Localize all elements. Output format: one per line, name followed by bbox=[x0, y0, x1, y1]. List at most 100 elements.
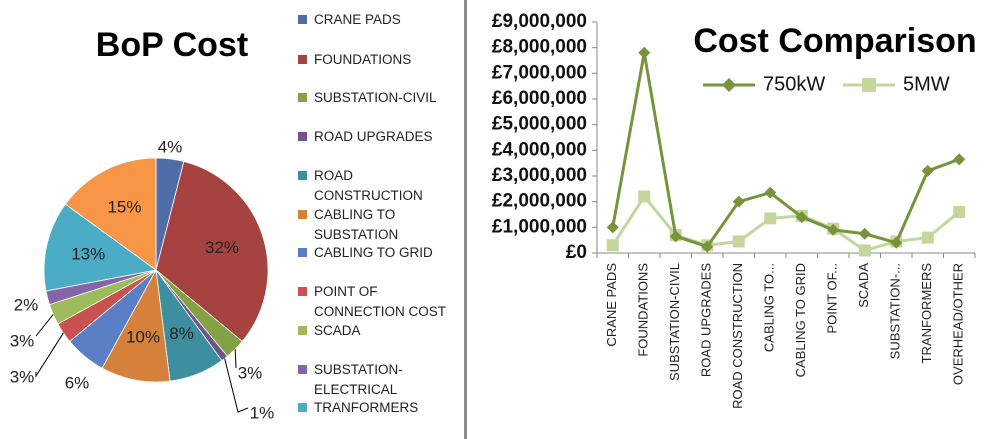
pie-legend-label: SUBSTATION-CIVIL bbox=[314, 90, 437, 105]
y-tick-label: £8,000,000 bbox=[492, 37, 587, 58]
pie-legend-item: TRANFORMERS bbox=[298, 400, 418, 415]
pie-data-label: 13% bbox=[71, 244, 105, 263]
pie-legend-swatch bbox=[298, 55, 307, 64]
x-tick-label: OVERHEAD/OTHER bbox=[951, 263, 966, 385]
data-point bbox=[858, 244, 871, 257]
pie-legend-swatch bbox=[298, 132, 307, 141]
pie-legend-label: POINT OF CONNECTION COST bbox=[314, 284, 446, 319]
x-tick-label: TRANFORMERS bbox=[919, 263, 934, 364]
x-tick-label: CRANE PADS bbox=[604, 263, 619, 347]
pie-legend-label: SUBSTATION-ELECTRICAL bbox=[314, 362, 403, 397]
pie-legend-item: ROAD UPGRADES bbox=[298, 129, 433, 144]
pie-chart: BoP Cost 4% 32% 3% 1% 8% 10% 6% 3% 3% 2% 13% 15% CR… bbox=[10, 12, 446, 422]
pie-data-label: 32% bbox=[205, 238, 239, 257]
pie-data-label: 10% bbox=[126, 328, 160, 347]
data-point bbox=[858, 227, 871, 240]
data-point bbox=[827, 223, 840, 236]
pie-legend-label: FOUNDATIONS bbox=[314, 52, 411, 67]
pie-chart-panel: BoP Cost 4% 32% 3% 1% 8% 10% 6% 3% 3% 2% 13% 15% CR… bbox=[0, 0, 464, 439]
pie-data-label: 3% bbox=[10, 367, 35, 386]
pie-data-label: 15% bbox=[107, 198, 141, 217]
x-tick-label: SCADA bbox=[856, 263, 871, 308]
x-tick-label: CABLING TO... bbox=[762, 263, 777, 352]
y-tick-label: £9,000,000 bbox=[492, 11, 587, 32]
pie-leader-line bbox=[35, 314, 54, 337]
line-legend-item: 750kW bbox=[703, 73, 825, 95]
y-tick-label: £2,000,000 bbox=[492, 191, 587, 212]
pie-legend-swatch bbox=[298, 210, 307, 219]
pie-legend-label: ROAD CONSTRUCTION bbox=[314, 168, 423, 203]
pie-legend-swatch bbox=[298, 93, 307, 102]
series-5MW bbox=[606, 190, 966, 257]
data-point bbox=[795, 211, 808, 224]
pie-chart-title: BoP Cost bbox=[96, 26, 248, 64]
y-tick-label: £7,000,000 bbox=[492, 62, 587, 83]
data-point bbox=[732, 235, 745, 248]
pie-legend-swatch bbox=[298, 248, 307, 257]
series-750kW bbox=[606, 46, 966, 253]
pie-legend-item: CRANE PADS bbox=[298, 12, 401, 27]
x-tick-label: SUBSTATION-... bbox=[888, 263, 903, 359]
pie-legend-label: CABLING TO SUBSTATION bbox=[314, 207, 398, 242]
pie-legend-item: SUBSTATION-CIVIL bbox=[298, 90, 437, 105]
pie-legend-swatch bbox=[298, 171, 307, 180]
pie-leader-line bbox=[35, 332, 64, 378]
pie-data-label: 1% bbox=[250, 403, 275, 422]
x-tick-label: SUBSTATION-CIVIL bbox=[667, 263, 682, 381]
pie-legend-item: SUBSTATION-ELECTRICAL bbox=[298, 362, 403, 397]
pie-data-label: 8% bbox=[169, 324, 194, 343]
pie-leader-line bbox=[234, 349, 237, 369]
pie-legend-swatch bbox=[298, 403, 307, 412]
y-tick-label: £1,000,000 bbox=[492, 216, 587, 237]
x-tick-label: CABLING TO GRID bbox=[793, 263, 808, 377]
data-point bbox=[764, 186, 777, 199]
x-tick-label: FOUNDATIONS bbox=[636, 263, 651, 357]
x-tick-label: ROAD UPGRADES bbox=[699, 263, 714, 377]
pie-legend-swatch bbox=[298, 15, 307, 24]
pie-legend-item: POINT OF CONNECTION COST bbox=[298, 284, 446, 319]
y-tick-label: £6,000,000 bbox=[492, 88, 587, 109]
x-tick-label: ROAD CONSTRUCTION bbox=[730, 263, 745, 409]
pie-legend-swatch bbox=[298, 326, 307, 335]
data-point bbox=[606, 239, 619, 252]
pie-legend-label: SCADA bbox=[314, 323, 361, 338]
data-point bbox=[921, 231, 934, 244]
pie-slice bbox=[43, 203, 157, 292]
pie-legend-swatch bbox=[298, 287, 307, 296]
pie-legend-label: ROAD UPGRADES bbox=[314, 129, 433, 144]
line-chart: Cost Comparison 750kW 5MW £0 £1,000,000 £2,… bbox=[492, 11, 977, 409]
pie-legend-label: CABLING TO GRID bbox=[314, 245, 433, 260]
data-point bbox=[606, 221, 619, 234]
pie-data-label: 2% bbox=[14, 295, 39, 314]
legend-label: 750kW bbox=[763, 73, 825, 95]
line-chart-panel: Cost Comparison 750kW 5MW £0 £1,000,000 £2,… bbox=[467, 0, 989, 439]
pie-legend-item: CABLING TO SUBSTATION bbox=[298, 207, 398, 242]
pie-data-label: 3% bbox=[238, 363, 263, 382]
pie-leader-line bbox=[224, 358, 249, 413]
pie-legend-label: TRANFORMERS bbox=[314, 400, 418, 415]
legend-marker bbox=[862, 78, 876, 92]
data-point bbox=[669, 230, 682, 243]
series-line bbox=[611, 52, 960, 249]
pie-data-label: 6% bbox=[65, 373, 90, 392]
pie-data-label: 4% bbox=[158, 137, 183, 156]
data-point bbox=[638, 190, 651, 203]
data-point bbox=[732, 195, 745, 208]
pie-legend-item: FOUNDATIONS bbox=[298, 52, 411, 67]
y-tick-label: £0 bbox=[566, 242, 587, 263]
pie-legend-swatch bbox=[298, 365, 307, 374]
pie-legend-label: CRANE PADS bbox=[314, 12, 401, 27]
pie-slice bbox=[64, 157, 157, 271]
pie-slice bbox=[155, 161, 269, 342]
line-chart-title: Cost Comparison bbox=[693, 22, 976, 60]
line-legend-item: 5MW bbox=[843, 73, 950, 95]
data-point bbox=[764, 212, 777, 225]
legend-marker bbox=[722, 78, 736, 92]
pie-legend-item: SCADA bbox=[298, 323, 361, 338]
data-point bbox=[701, 240, 714, 253]
y-tick-label: £3,000,000 bbox=[492, 165, 587, 186]
data-point bbox=[921, 164, 934, 177]
pie-data-label: 3% bbox=[10, 331, 35, 350]
panel-divider bbox=[464, 0, 467, 439]
y-tick-label: £5,000,000 bbox=[492, 114, 587, 135]
